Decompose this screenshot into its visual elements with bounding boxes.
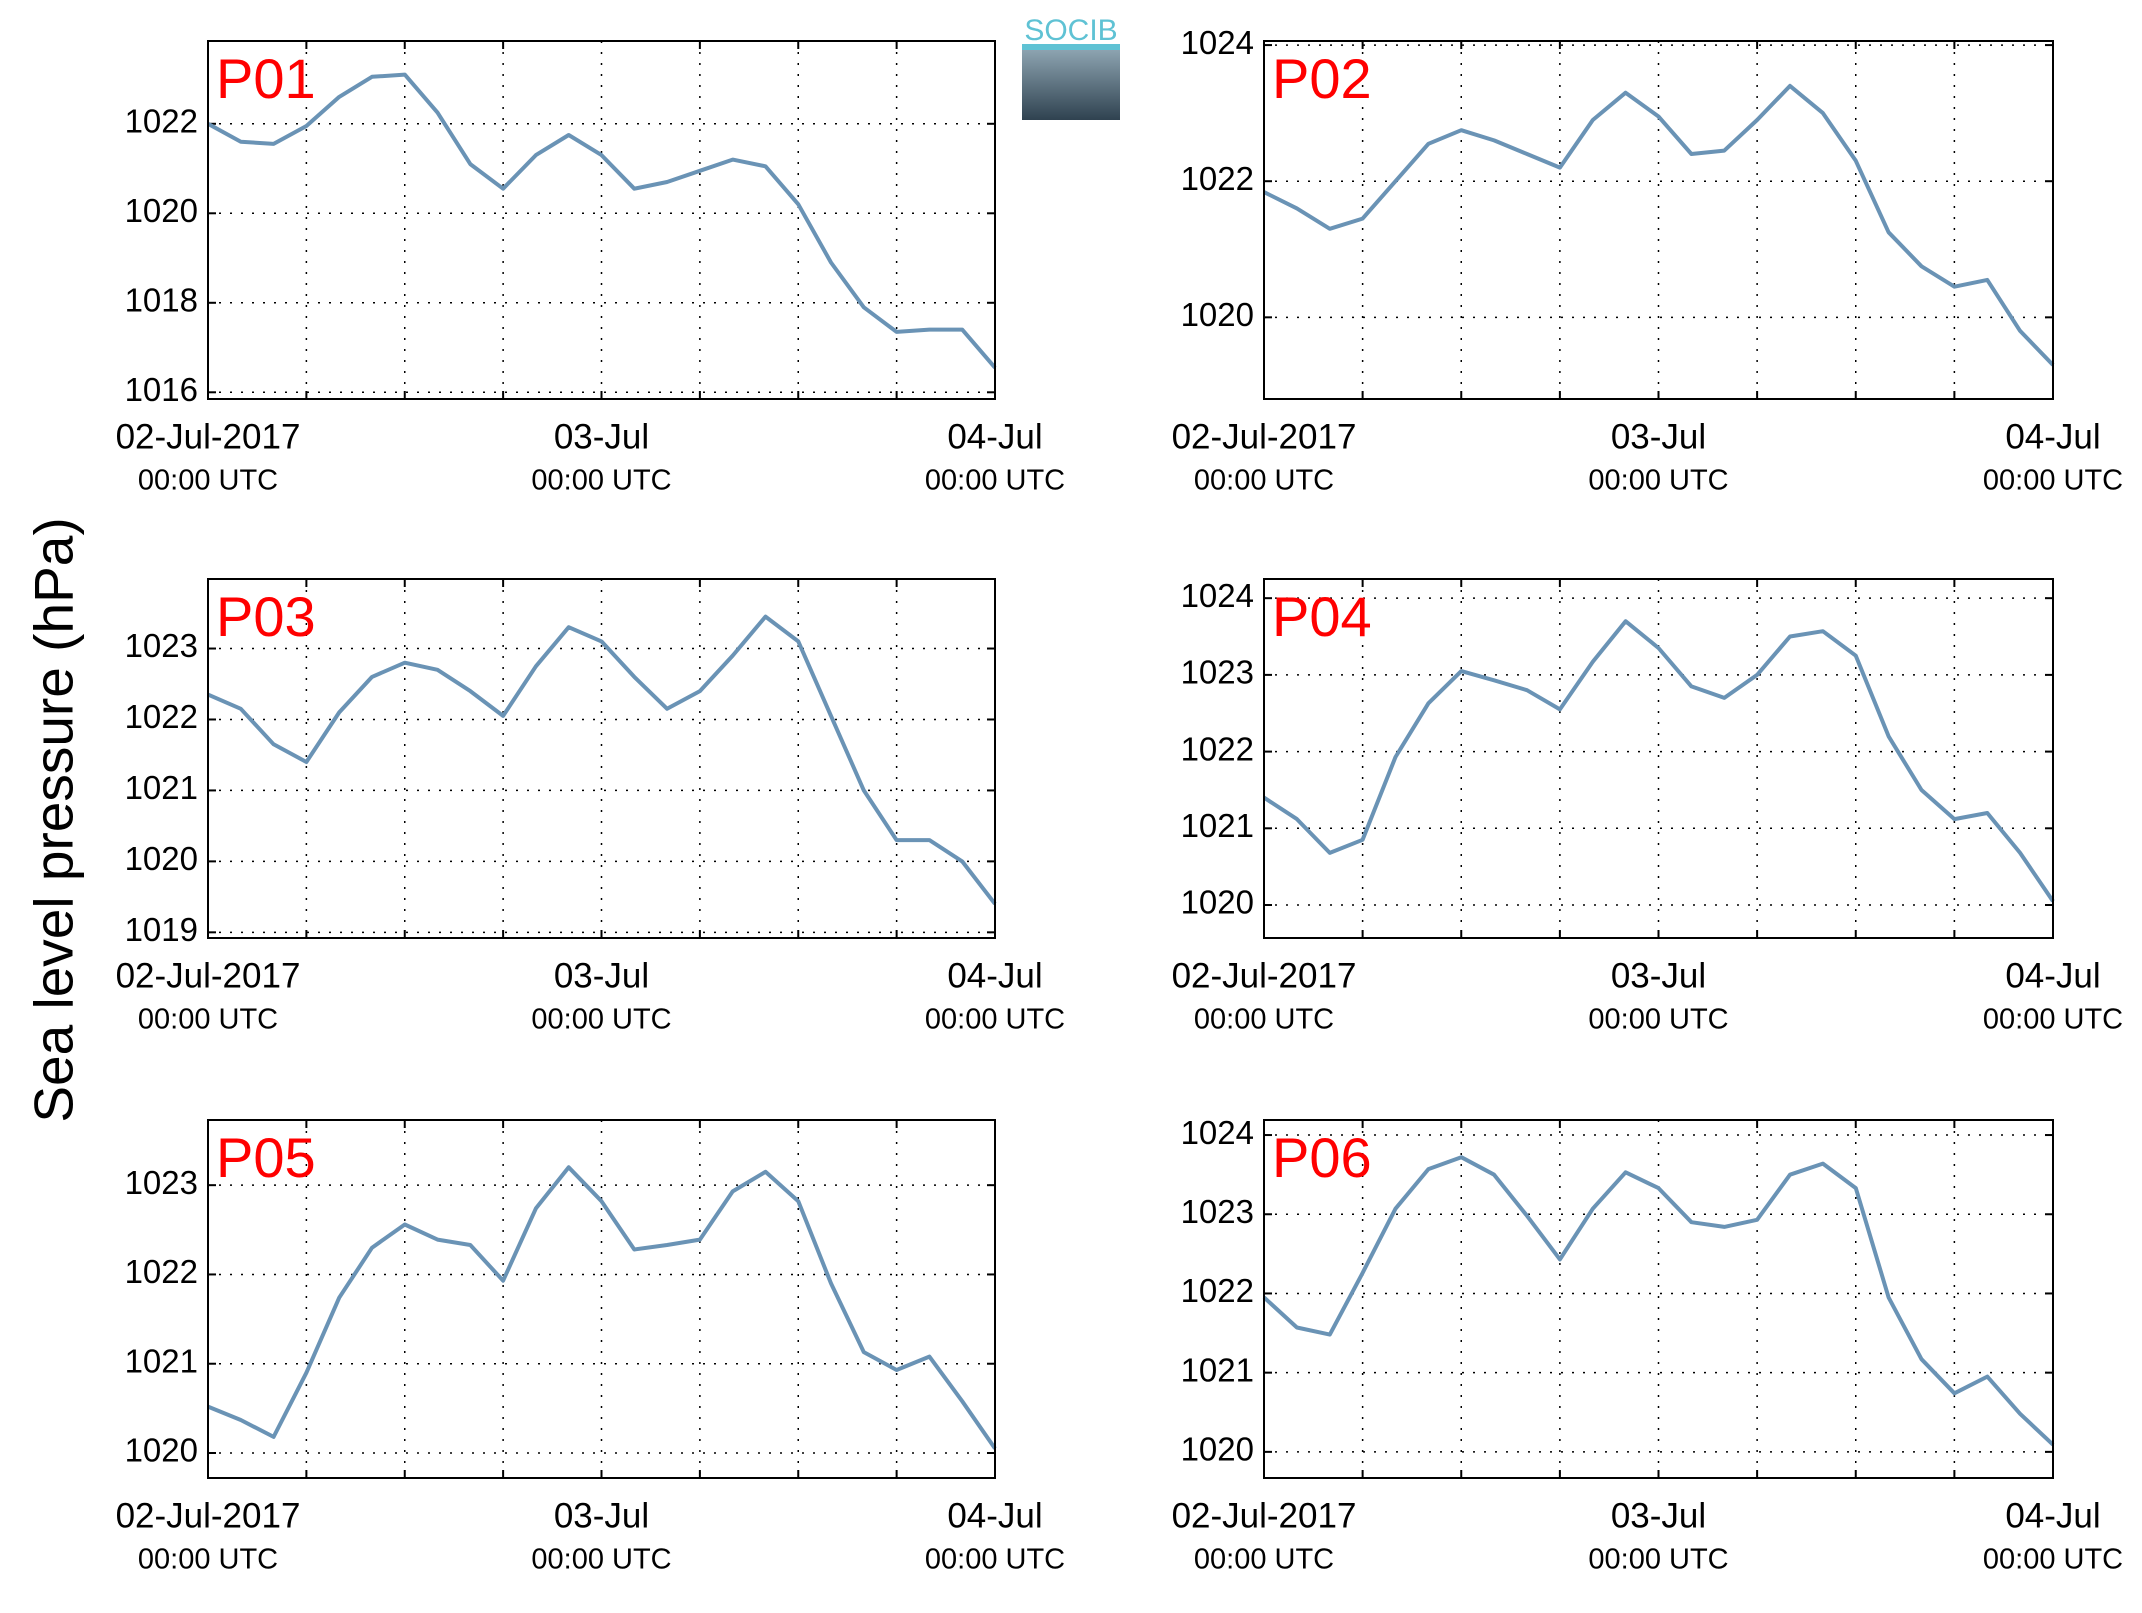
y-tick-label: 1020: [125, 840, 198, 877]
y-tick-label: 1020: [1181, 884, 1254, 921]
plot-area: [208, 1120, 995, 1478]
plot-area: [1264, 41, 2053, 399]
logo-mark: [1022, 48, 1120, 120]
y-tick-label: 1022: [125, 698, 198, 735]
x-tick-label: 03-Jul: [554, 1496, 649, 1535]
y-tick-label: 1024: [1181, 1114, 1254, 1151]
x-tick-label: 04-Jul: [947, 417, 1042, 456]
x-tick-label: 02-Jul-2017: [116, 417, 301, 456]
y-tick-label: 1022: [1181, 160, 1254, 197]
x-tick-label: 04-Jul: [2005, 1496, 2100, 1535]
y-tick-label: 1023: [1181, 654, 1254, 691]
x-tick-label: 04-Jul: [947, 1496, 1042, 1535]
x-tick-label: 04-Jul: [2005, 956, 2100, 995]
x-tick-sublabel: 00:00 UTC: [1194, 465, 1334, 497]
y-tick-label: 1024: [1181, 24, 1254, 61]
y-tick-label: 1016: [125, 371, 198, 408]
y-tick-label: 1018: [125, 282, 198, 319]
plot-area: [208, 41, 995, 399]
data-line: [207, 1165, 997, 1450]
y-tick-label: 1022: [1181, 1272, 1254, 1309]
subplot: 1020 1021 1022 1023 02-Jul-2017 00:00 UTC 03-J…: [116, 1119, 1065, 1576]
plot-area: [1264, 1120, 2053, 1478]
y-tick-label: 1021: [1181, 1351, 1254, 1388]
panel-title: P06: [1272, 1126, 1372, 1189]
y-tick-label: 1021: [125, 1342, 198, 1379]
x-tick-sublabel: 00:00 UTC: [925, 1544, 1065, 1576]
x-tick-label: 04-Jul: [947, 956, 1042, 995]
data-line: [1263, 83, 2055, 367]
y-tick-label: 1024: [1181, 577, 1254, 614]
x-tick-sublabel: 00:00 UTC: [1588, 1544, 1728, 1576]
x-tick-label: 03-Jul: [554, 417, 649, 456]
subplot: 1016 1018 1020 1022 02-Jul-2017 00:00 UTC 03-J…: [116, 40, 1065, 497]
x-tick-sublabel: 00:00 UTC: [925, 465, 1065, 497]
x-tick-label: 02-Jul-2017: [116, 1496, 301, 1535]
y-tick-label: 1020: [125, 192, 198, 229]
x-tick-sublabel: 00:00 UTC: [1194, 1544, 1334, 1576]
axes-frame: [1263, 40, 2054, 400]
y-tick-label: 1021: [125, 769, 198, 806]
x-tick-sublabel: 00:00 UTC: [531, 1544, 671, 1576]
plot-area: [208, 579, 995, 938]
axes-frame: [1263, 1119, 2054, 1479]
panel-title: P02: [1272, 47, 1372, 110]
x-tick-label: 03-Jul: [554, 956, 649, 995]
y-tick-label: 1023: [1181, 1193, 1254, 1230]
panel-title: P04: [1272, 585, 1372, 648]
x-tick-label: 02-Jul-2017: [1172, 956, 1357, 995]
subplot: 1019 1020 1021 1022 1023 02-Jul-2017 00:00 UTC…: [116, 578, 1065, 1036]
y-tick-label: 1020: [125, 1432, 198, 1469]
data-line: [207, 72, 997, 370]
y-tick-label: 1020: [1181, 1431, 1254, 1468]
y-axis-label: Sea level pressure (hPa): [23, 517, 85, 1122]
axes-frame: [207, 578, 996, 939]
plot-area: [1264, 579, 2053, 938]
y-tick-label: 1023: [125, 1164, 198, 1201]
x-tick-sublabel: 00:00 UTC: [1194, 1004, 1334, 1036]
x-tick-sublabel: 00:00 UTC: [138, 465, 278, 497]
x-tick-sublabel: 00:00 UTC: [1983, 465, 2123, 497]
x-tick-sublabel: 00:00 UTC: [1588, 465, 1728, 497]
x-tick-sublabel: 00:00 UTC: [1588, 1004, 1728, 1036]
data-line: [1262, 1155, 2055, 1447]
panel-title: P03: [216, 585, 316, 648]
y-tick-label: 1022: [125, 103, 198, 140]
y-tick-label: 1021: [1181, 807, 1254, 844]
axes-frame: [207, 1119, 996, 1479]
x-tick-label: 02-Jul-2017: [116, 956, 301, 995]
y-tick-label: 1020: [1181, 296, 1254, 333]
x-tick-label: 02-Jul-2017: [1172, 417, 1357, 456]
x-tick-label: 04-Jul: [2005, 417, 2100, 456]
axes-frame: [207, 40, 996, 400]
x-tick-sublabel: 00:00 UTC: [138, 1544, 278, 1576]
subplot: 1020 1022 1024 02-Jul-2017 00:00 UTC 03-Jul 00…: [1172, 24, 2124, 497]
x-tick-sublabel: 00:00 UTC: [925, 1004, 1065, 1036]
logo-text: SOCIB: [1024, 14, 1117, 47]
x-tick-sublabel: 00:00 UTC: [138, 1004, 278, 1036]
y-tick-label: 1019: [125, 911, 198, 948]
x-tick-sublabel: 00:00 UTC: [531, 465, 671, 497]
data-line: [207, 614, 997, 906]
panel-title: P05: [216, 1126, 316, 1189]
x-tick-sublabel: 00:00 UTC: [1983, 1544, 2123, 1576]
x-tick-label: 03-Jul: [1611, 956, 1706, 995]
data-line: [1262, 619, 2055, 903]
x-tick-label: 02-Jul-2017: [1172, 1496, 1357, 1535]
logo-wave: [1022, 44, 1120, 50]
y-tick-label: 1022: [125, 1253, 198, 1290]
x-tick-label: 03-Jul: [1611, 1496, 1706, 1535]
axes-frame: [1263, 578, 2054, 939]
y-tick-label: 1022: [1181, 730, 1254, 767]
x-tick-sublabel: 00:00 UTC: [531, 1004, 671, 1036]
x-tick-label: 03-Jul: [1611, 417, 1706, 456]
subplot: 1020 1021 1022 1023 1024 02-Jul-2017 00:00 UTC…: [1172, 1114, 2124, 1576]
x-tick-sublabel: 00:00 UTC: [1983, 1004, 2123, 1036]
logo: SOCIB: [1022, 14, 1120, 120]
y-tick-label: 1023: [125, 627, 198, 664]
subplot: 1020 1021 1022 1023 1024 02-Jul-2017 00:00 UTC…: [1172, 577, 2124, 1036]
panel-title: P01: [216, 47, 316, 110]
